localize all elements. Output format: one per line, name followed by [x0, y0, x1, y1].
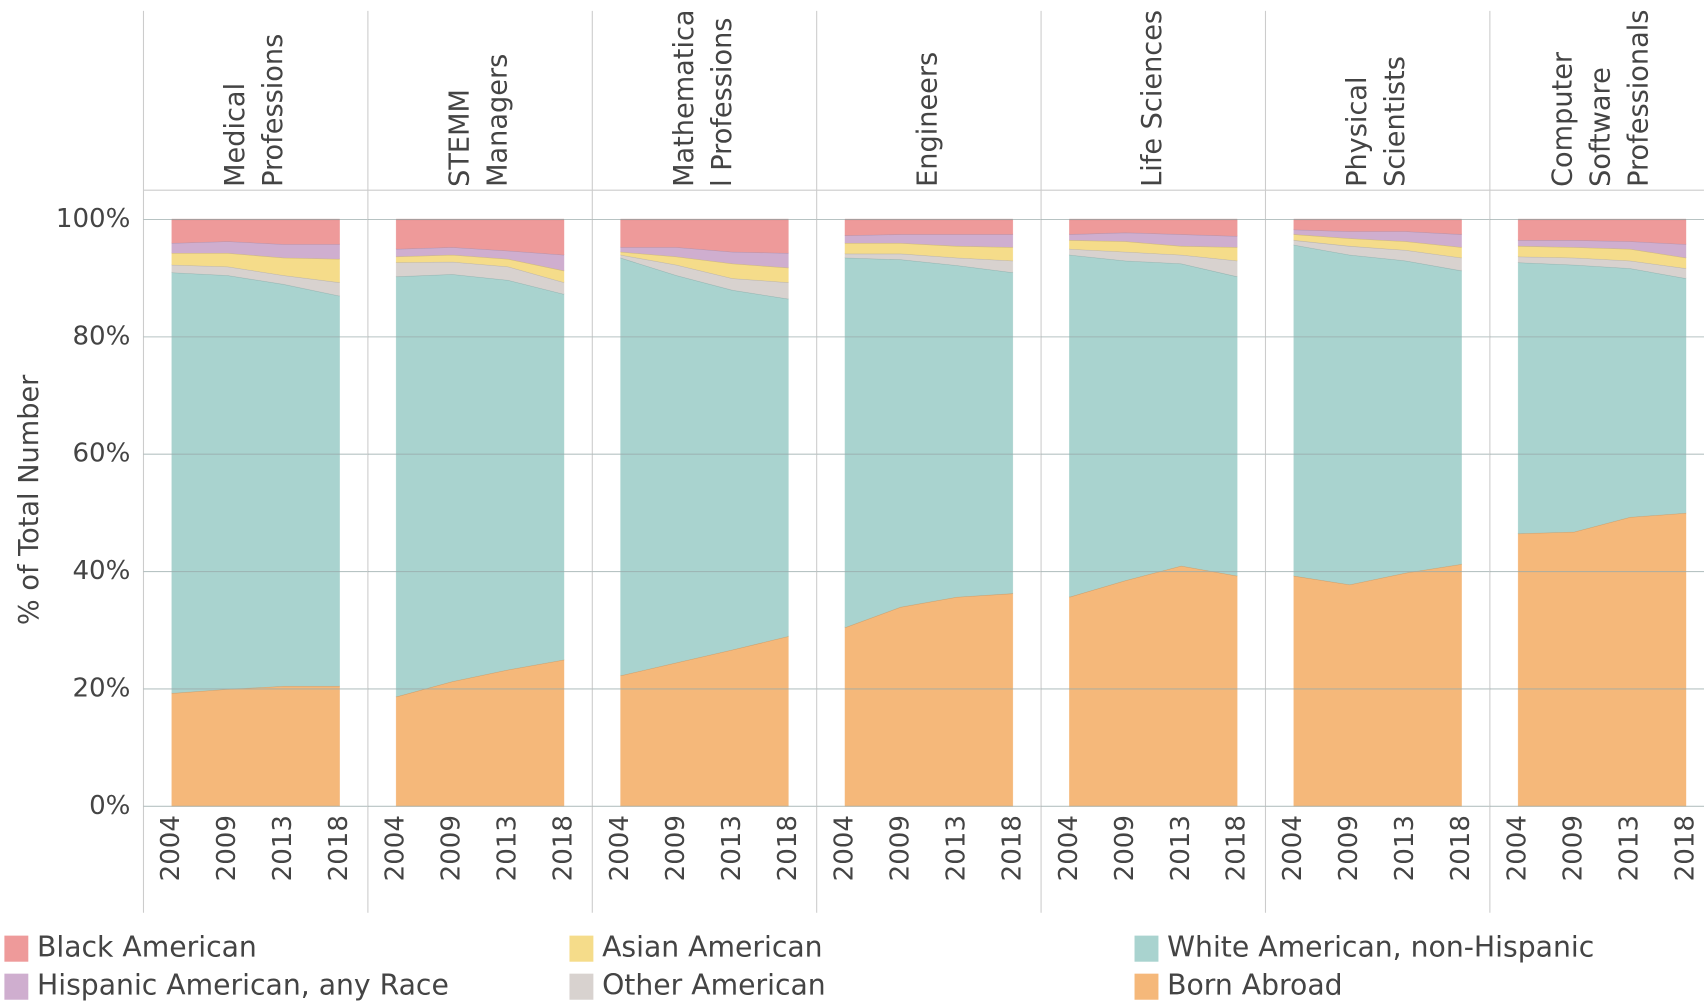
panel-title: Life Sciences — [1137, 10, 1168, 187]
area — [171, 219, 340, 245]
area — [171, 272, 340, 694]
x-tick-label: 2018 — [1222, 815, 1252, 881]
x-tick-label: 2004 — [156, 815, 186, 881]
panel-title: Software — [1586, 67, 1617, 187]
panel-title: Engineers — [912, 52, 943, 187]
legend-label: Black American — [37, 931, 257, 964]
x-tick-label: 2004 — [605, 815, 635, 881]
x-tick-label: 2013 — [717, 815, 747, 881]
x-tick-label: 2013 — [1615, 815, 1645, 881]
area — [1293, 563, 1462, 807]
legend-swatch — [569, 935, 594, 962]
panel-title: Physical — [1342, 76, 1373, 186]
panel-title: Medical — [220, 83, 251, 187]
x-tick-label: 2009 — [661, 815, 691, 881]
panel-title: Professions — [258, 34, 289, 187]
x-tick-label: 2018 — [773, 815, 803, 881]
y-tick-label: 60% — [72, 439, 130, 469]
legend-label: Other American — [602, 969, 826, 1002]
legend-label: Asian American — [602, 931, 823, 964]
legend-swatch — [569, 973, 594, 1000]
y-tick-label: 40% — [72, 556, 130, 586]
legend-swatch — [1134, 973, 1159, 1000]
x-tick-label: 2004 — [1054, 815, 1084, 881]
legend-swatch — [1134, 935, 1159, 962]
legend-swatch — [4, 973, 29, 1000]
x-tick-label: 2018 — [324, 815, 354, 881]
x-tick-label: 2004 — [829, 815, 859, 881]
area — [1293, 244, 1462, 585]
x-tick-label: 2009 — [1110, 815, 1140, 881]
x-tick-label: 2009 — [885, 815, 915, 881]
legend-label: Born Abroad — [1167, 969, 1342, 1002]
panel-title: Scientists — [1380, 56, 1411, 187]
area — [1069, 219, 1238, 237]
x-tick-label: 2004 — [381, 815, 411, 881]
area — [171, 685, 340, 807]
x-tick-label: 2018 — [1446, 815, 1476, 881]
x-tick-label: 2013 — [941, 815, 971, 881]
panel-title: Professionals — [1624, 10, 1655, 187]
area — [844, 219, 1014, 236]
x-tick-label: 2009 — [437, 815, 467, 881]
panel-title: Computer — [1548, 51, 1579, 187]
legend-swatch — [4, 935, 29, 962]
area — [1069, 254, 1238, 598]
x-tick-label: 2018 — [997, 815, 1027, 881]
x-tick-label: 2009 — [1334, 815, 1364, 881]
x-tick-label: 2013 — [1390, 815, 1420, 881]
x-tick-label: 2013 — [1166, 815, 1196, 881]
area — [1517, 512, 1687, 807]
x-tick-label: 2018 — [549, 815, 579, 881]
panel-title: l Professions — [707, 18, 738, 187]
x-tick-label: 2004 — [1278, 815, 1308, 881]
area — [620, 257, 789, 676]
y-tick-label: 0% — [89, 791, 130, 821]
area — [1517, 262, 1687, 534]
legend-label: White American, non-Hispanic — [1167, 931, 1594, 964]
legend-label: Hispanic American, any Race — [37, 969, 449, 1002]
panel-title: Mathematica — [669, 9, 700, 186]
y-tick-label: 100% — [56, 204, 131, 234]
x-tick-label: 2018 — [1671, 815, 1701, 881]
area — [844, 593, 1014, 807]
y-tick-label: 80% — [72, 321, 130, 351]
x-tick-label: 2013 — [493, 815, 523, 881]
x-tick-label: 2004 — [1503, 815, 1533, 881]
x-tick-label: 2009 — [212, 815, 242, 881]
area — [1069, 565, 1238, 807]
x-tick-label: 2009 — [1559, 815, 1589, 881]
panel-title: Managers — [483, 54, 514, 187]
area — [395, 273, 565, 697]
x-tick-label: 2013 — [268, 815, 298, 881]
y-tick-label: 20% — [72, 673, 130, 703]
y-axis-label: % of Total Number — [14, 374, 45, 625]
panel-title: STEMM — [445, 89, 476, 187]
